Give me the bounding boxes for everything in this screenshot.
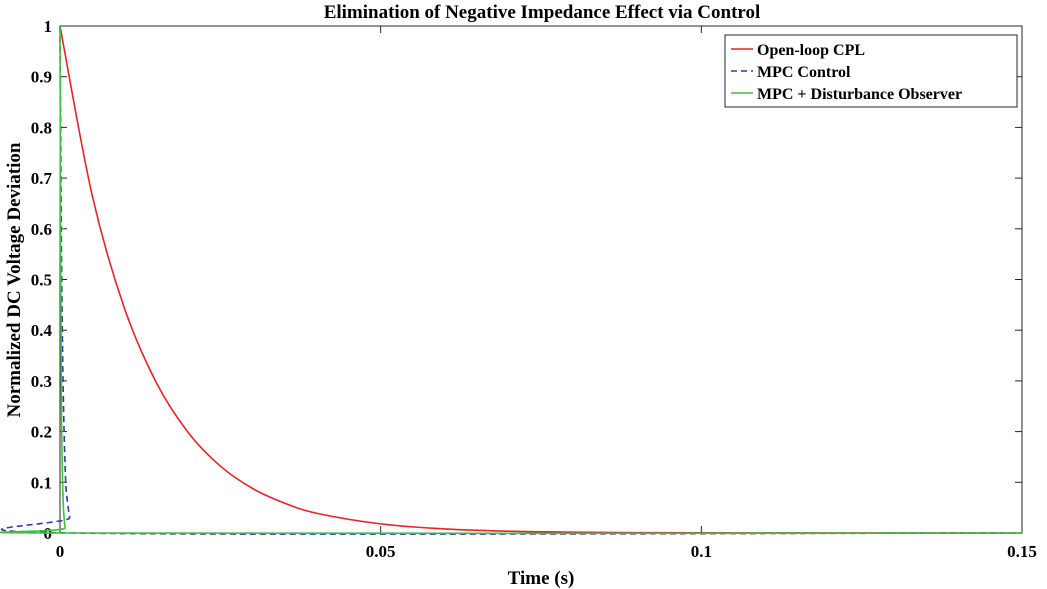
legend-label-mpc: MPC Control <box>757 64 851 81</box>
chart-title: Elimination of Negative Impedance Effect… <box>324 2 761 23</box>
legend-box <box>724 34 1018 108</box>
legend-label-mpc-observer: MPC + Disturbance Observer <box>757 86 962 103</box>
y-tick-label: 0.5 <box>31 271 52 290</box>
series-line-mpc-observer <box>0 25 1023 535</box>
y-tick-label: 0.4 <box>31 321 53 340</box>
y-tick-label: 0.1 <box>31 473 52 492</box>
axis-ticks: 0 0.05 0.1 0.1500.10.20.30.40.50.60.70.80.9… <box>31 17 1037 561</box>
y-tick-label: 0.2 <box>31 423 52 442</box>
y-tick-label: 0.9 <box>31 68 52 87</box>
y-axis-label: Normalized DC Voltage Deviation <box>4 142 25 417</box>
x-tick-label: 0.05 <box>366 542 396 561</box>
legend: Open-loop CPL MPC Control MPC + Disturba… <box>724 34 1018 108</box>
y-tick-label: 0.8 <box>31 118 52 137</box>
series-line-mpc <box>0 25 1023 535</box>
legend-label-open-loop: Open-loop CPL <box>757 42 865 59</box>
series-lines <box>0 25 1023 535</box>
x-tick-label: 0 <box>56 542 65 561</box>
y-tick-label: 0.7 <box>31 169 53 188</box>
x-tick-label: 0.1 <box>691 542 712 561</box>
y-tick-label: 1 <box>44 17 53 36</box>
y-tick-label: 0.3 <box>31 372 52 391</box>
y-tick-label: 0.6 <box>31 220 52 239</box>
x-axis-label: Time (s) <box>508 568 575 589</box>
x-tick-label: 0.15 <box>1007 542 1037 561</box>
